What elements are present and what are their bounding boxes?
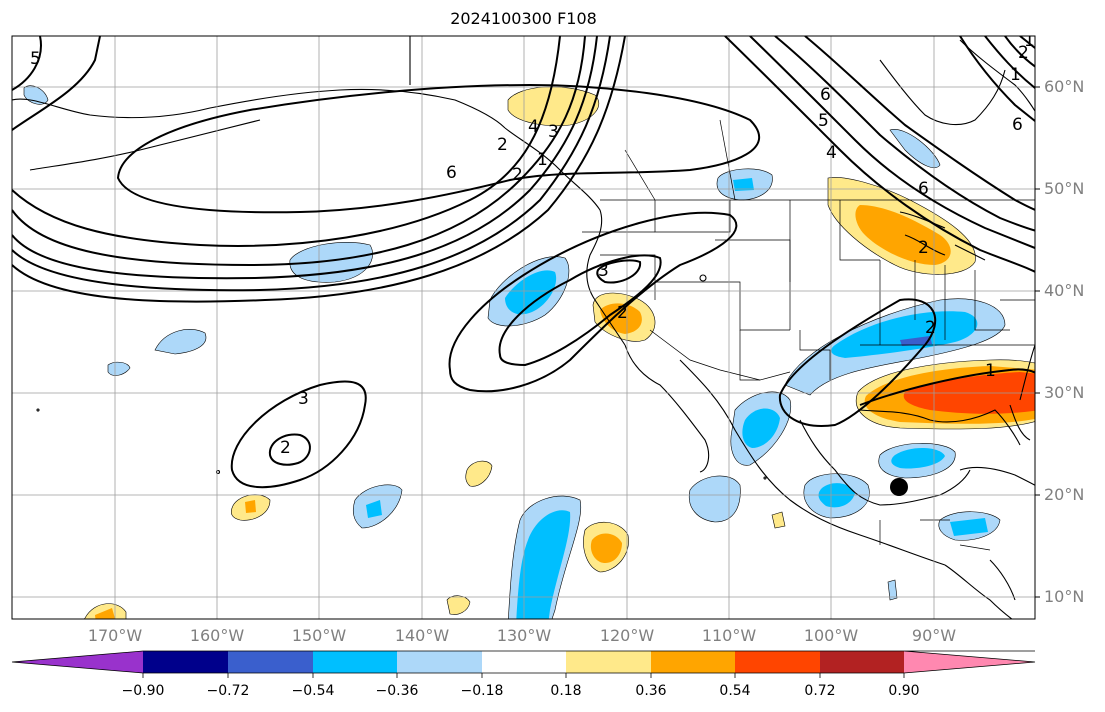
colorbar-segment [820, 651, 904, 673]
contour-label: 1 [1024, 31, 1035, 51]
lon-label: 170°W [87, 626, 143, 645]
lon-label: 90°W [911, 626, 957, 645]
colorbar-segment [482, 651, 566, 673]
contour-label: 6 [918, 179, 929, 199]
contour-label: 2 [280, 438, 291, 458]
contour-label: 6 [820, 85, 831, 105]
colorbar-segment [313, 651, 397, 673]
contour-label: 6 [446, 163, 457, 183]
map-title: 2024100300 F108 [450, 9, 597, 28]
colorbar-tick-label: 0.72 [804, 683, 836, 699]
contour-label: 2 [497, 135, 508, 155]
coastlines [12, 36, 1035, 619]
lat-label: 30°N [1044, 383, 1085, 402]
height-contours [12, 36, 1035, 489]
contour-label: 4 [528, 117, 539, 137]
lon-label: 140°W [394, 626, 450, 645]
graticule [12, 36, 1035, 619]
lon-label: 150°W [291, 626, 347, 645]
lon-label: 100°W [803, 626, 859, 645]
contour-label: 4 [826, 143, 837, 163]
colorbar-tick-label: −0.72 [206, 683, 250, 699]
contour-label: 2 [1018, 43, 1029, 63]
contour-label: 2 [512, 165, 523, 185]
contour-label: 5 [30, 49, 41, 69]
contour-label: 6 [1012, 115, 1023, 135]
storm-center-marker [890, 478, 908, 496]
lat-label: 20°N [1044, 485, 1085, 504]
colorbar-segment [228, 651, 313, 673]
contour-label: 1 [1010, 65, 1021, 85]
colorbar-segment [651, 651, 735, 673]
lat-label: 50°N [1044, 179, 1085, 198]
contour-label: 5 [818, 111, 829, 131]
colorbar-segment [143, 651, 228, 673]
lat-label: 10°N [1044, 587, 1085, 606]
colorbar-tick-label: −0.18 [460, 683, 504, 699]
colorbar-tick-label: 0.18 [550, 683, 582, 699]
colorbar-tick-label: 0.36 [635, 683, 667, 699]
lon-label: 130°W [496, 626, 552, 645]
colorbar-segment [12, 651, 143, 673]
colorbar-tick-label: −0.90 [121, 683, 165, 699]
map-frame [11, 35, 1036, 620]
contour-label: 3 [548, 122, 559, 142]
lon-label: 160°W [189, 626, 245, 645]
lat-label: 60°N [1044, 77, 1085, 96]
colorbar-segment [904, 651, 1035, 673]
contour-label: 3 [598, 261, 609, 281]
colorbar-tick-label: 0.54 [719, 683, 751, 699]
colorbar-tick-label: −0.36 [375, 683, 419, 699]
contour-label: 1 [537, 150, 548, 170]
colorbar-segment [735, 651, 820, 673]
axis-ticks [1035, 86, 1040, 598]
colorbar-segment [397, 651, 482, 673]
colorbar-tick-label: −0.54 [291, 683, 335, 699]
contour-label: 3 [298, 389, 309, 409]
contour-label: 1 [985, 361, 996, 381]
contour-label: 2 [617, 303, 628, 323]
contour-label: 2 [925, 318, 936, 338]
lon-label: 120°W [599, 626, 655, 645]
lat-label: 40°N [1044, 281, 1085, 300]
colorbar-tick-label: 0.90 [888, 683, 920, 699]
lon-label: 110°W [701, 626, 757, 645]
contour-labels: 5 6 2 4 3 2 1 6 5 4 3 2 3 2 1 2 6 2 1 2 … [30, 31, 1035, 458]
contour-label: 2 [918, 238, 929, 258]
colorbar [11, 650, 1036, 678]
colorbar-segment [566, 651, 651, 673]
